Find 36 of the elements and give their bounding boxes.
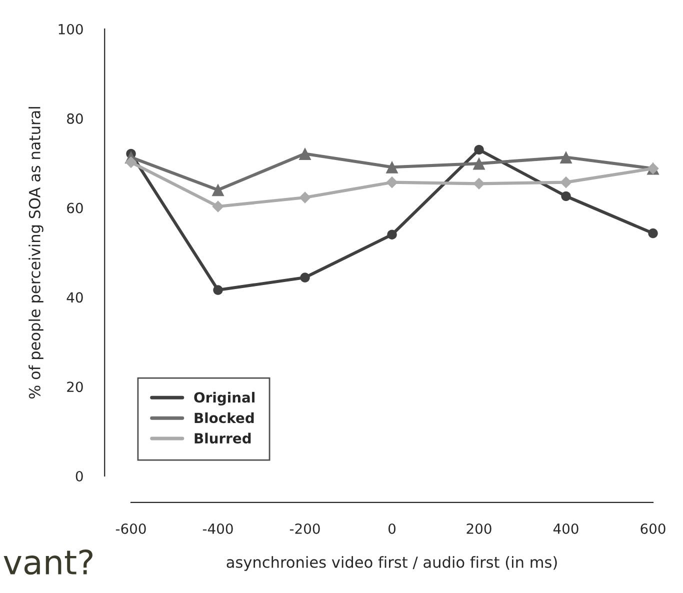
legend-label: Blocked [194, 412, 254, 424]
y-tick-label: 40 [66, 292, 83, 303]
point [300, 272, 310, 282]
point [386, 176, 398, 188]
point [472, 157, 486, 170]
point [387, 230, 397, 240]
y-tick-label: 80 [67, 113, 83, 124]
point [299, 192, 311, 204]
point [212, 184, 224, 196]
x-axis-title: asynchronies video first / audio first (in ms) [226, 556, 557, 571]
x-tick-label: -200 [290, 523, 320, 534]
y-tick-label: 60 [67, 202, 83, 214]
x-tick-label: 400 [553, 523, 578, 534]
x-tick-label: 0 [388, 523, 396, 534]
point [212, 200, 224, 212]
x-tick-label: -400 [202, 523, 233, 534]
point [561, 191, 571, 202]
point [125, 156, 137, 168]
x-tick-label: -600 [116, 523, 146, 534]
y-tick-label: 100 [58, 24, 83, 34]
point [560, 176, 572, 188]
point [560, 151, 572, 164]
y-tick-label: 0 [76, 470, 83, 482]
x-tick-label: 600 [640, 523, 666, 534]
x-tick-label: 200 [466, 523, 492, 534]
point [386, 160, 398, 174]
point [213, 285, 223, 295]
point [298, 147, 312, 160]
point [473, 178, 485, 190]
point [648, 228, 658, 238]
legend-label: Blurred [194, 432, 251, 444]
text: vant? [4, 549, 92, 575]
y-tick-label: 20 [67, 382, 83, 392]
y-axis-title: % of people perceiving SOA as natural [28, 107, 44, 399]
point [474, 144, 484, 155]
legend-label: Original [194, 392, 254, 406]
